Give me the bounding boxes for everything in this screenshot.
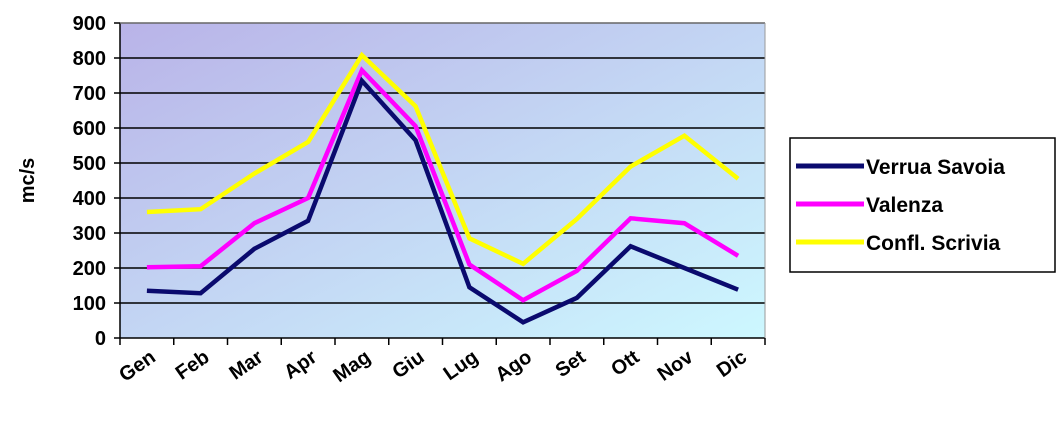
series-verrua-savoia [146,76,739,325]
y-tick-label: 500 [73,153,106,175]
legend-label: Confl. Scrivia [866,232,1001,255]
y-tick-label: 300 [73,223,106,245]
y-axis-title: mc/s [17,158,39,204]
y-tick-label: 900 [73,13,106,35]
x-tick-label: Apr [280,346,321,384]
x-tick-label: Giu [389,346,429,383]
series-lines [146,51,740,325]
x-tick-label: Mag [329,346,374,387]
series-line [146,76,739,325]
x-tick-label: Set [552,346,590,382]
y-axis-ticks: 0 100 200 300 400 500 600 700 800 900 [73,13,120,350]
y-tick-label: 100 [73,293,106,315]
x-tick-label: Dic [713,346,751,382]
y-tick-label: 200 [73,258,106,280]
x-tick-label: Ago [492,346,536,386]
y-tick-label: 0 [95,328,106,350]
series-line [146,51,740,267]
series-line [146,66,740,303]
y-tick-label: 600 [73,118,106,140]
y-tick-label: 700 [73,83,106,105]
series-valenza [146,66,740,303]
y-tick-label: 400 [73,188,106,210]
legend-item: Confl. Scrivia [796,232,1001,255]
plot-area [120,23,765,338]
legend-label: Valenza [866,194,943,217]
x-tick-label: Nov [654,346,698,386]
x-tick-label: Gen [115,346,159,386]
y-tick-label: 800 [73,48,106,70]
x-tick-label: Lug [440,346,483,385]
x-axis-ticks: Gen Feb Mar Apr Mag Giu Lug Ago Set Ott Nov Dic [115,338,766,387]
legend-item: Verrua Savoia [796,156,1005,179]
series-confl-scrivia [146,51,740,267]
x-tick-label: Feb [172,346,214,384]
x-tick-label: Mar [225,346,267,385]
legend: Verrua Savoia Valenza Confl. Scrivia [789,137,1056,273]
x-tick-label: Ott [607,346,644,381]
legend-item: Valenza [796,194,943,217]
legend-label: Verrua Savoia [866,156,1005,179]
